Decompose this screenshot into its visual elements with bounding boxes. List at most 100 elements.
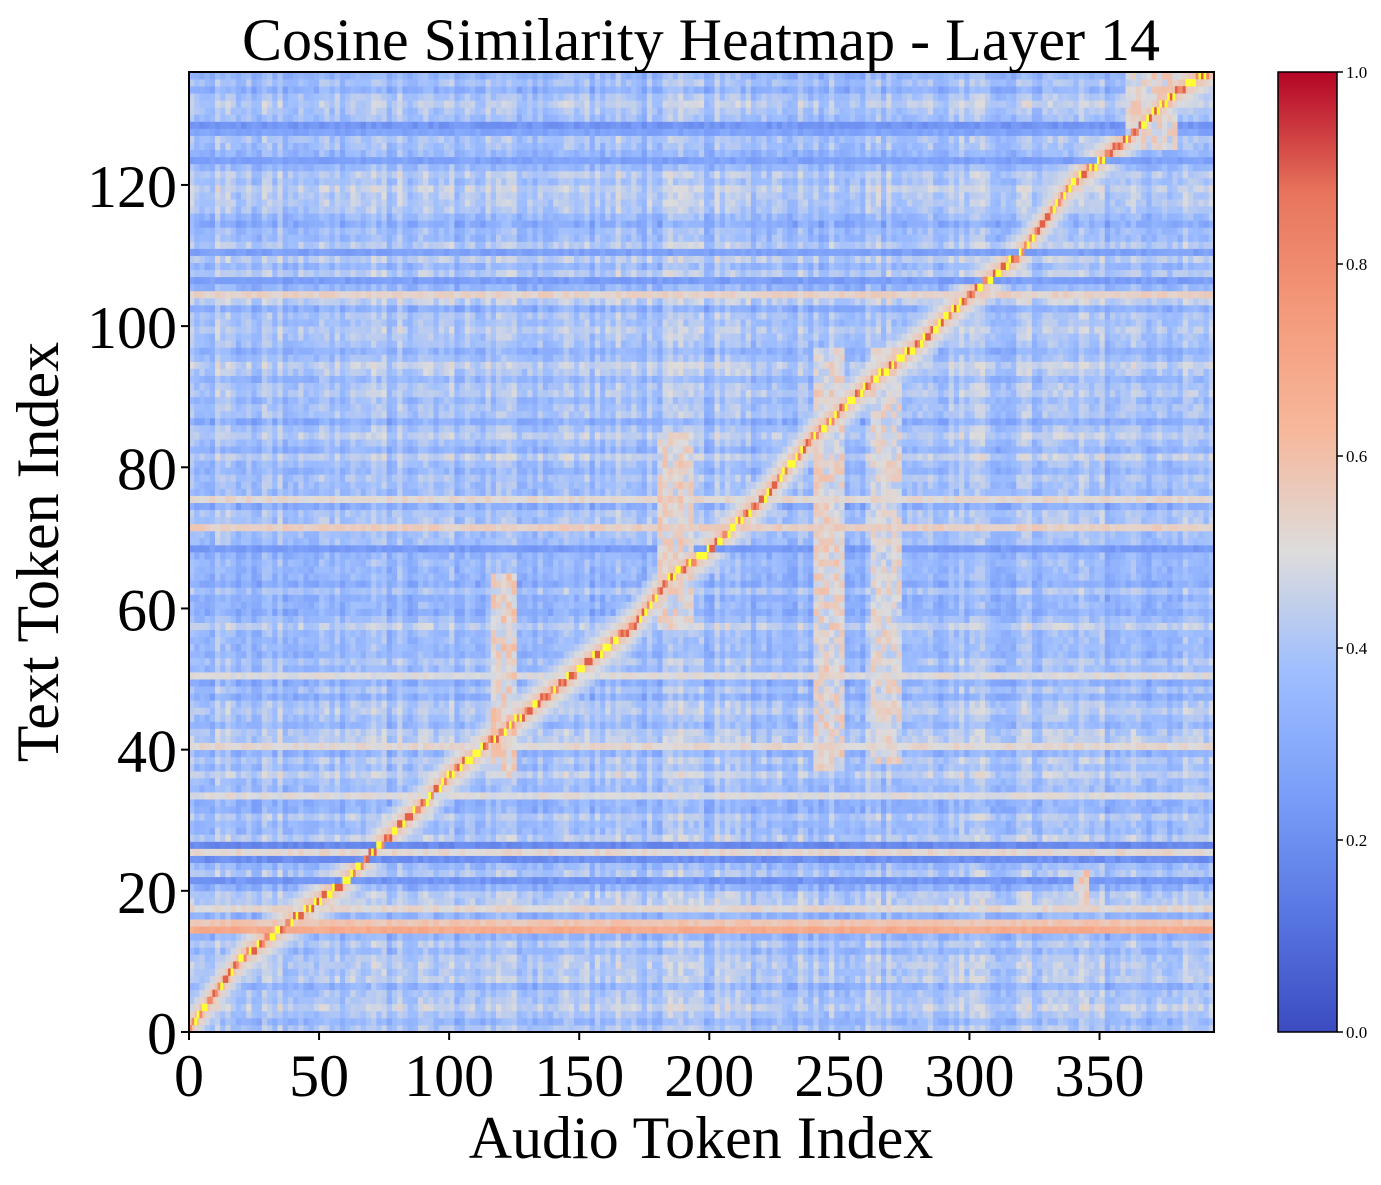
heatmap-cell [501, 863, 507, 870]
heatmap-cell [267, 877, 273, 884]
heatmap-cell [824, 926, 830, 933]
heatmap-cell [704, 947, 710, 954]
heatmap-cell [876, 997, 882, 1004]
heatmap-cell [943, 884, 949, 891]
heatmap-cell [480, 983, 486, 990]
heatmap-cell [1162, 1004, 1168, 1011]
heatmap-cell [350, 877, 356, 884]
heatmap-cell [933, 990, 939, 997]
heatmap-cell [371, 990, 377, 997]
heatmap-cell [704, 1004, 710, 1011]
heatmap-cell [969, 1018, 975, 1025]
heatmap-cell [902, 863, 908, 870]
heatmap-cell [668, 947, 674, 954]
heatmap-cell [413, 898, 419, 905]
heatmap-cell [819, 1004, 825, 1011]
heatmap-cell [569, 954, 575, 961]
heatmap-cell [949, 905, 955, 912]
heatmap-cell [642, 947, 648, 954]
heatmap-cell [1152, 968, 1158, 975]
heatmap-cell [631, 919, 637, 926]
heatmap-cell [329, 912, 335, 919]
heatmap-cell [1188, 940, 1194, 947]
heatmap-cell [1021, 968, 1027, 975]
heatmap-cell [881, 905, 887, 912]
heatmap-cell [777, 905, 783, 912]
heatmap-cell [933, 976, 939, 983]
heatmap-cell [382, 891, 388, 898]
heatmap-cell [741, 870, 747, 877]
heatmap-cell [1084, 856, 1090, 863]
heatmap-cell [1120, 968, 1126, 975]
heatmap-cell [860, 905, 866, 912]
heatmap-cell [314, 961, 320, 968]
heatmap-cell [1198, 905, 1204, 912]
heatmap-cell [741, 884, 747, 891]
heatmap-cell [376, 940, 382, 947]
heatmap-cell [1162, 912, 1168, 919]
heatmap-cell [283, 940, 289, 947]
heatmap-cell [949, 940, 955, 947]
heatmap-cell [715, 870, 721, 877]
heatmap-cell [512, 877, 518, 884]
heatmap-cell [850, 1011, 856, 1018]
heatmap-cell [917, 968, 923, 975]
heatmap-cell [621, 1011, 627, 1018]
heatmap-cell [808, 961, 814, 968]
heatmap-cell [949, 863, 955, 870]
heatmap-cell [1157, 968, 1163, 975]
heatmap-cell [439, 1018, 445, 1025]
heatmap-cell [267, 954, 273, 961]
heatmap-cell [470, 1018, 476, 1025]
heatmap-cell [855, 891, 861, 898]
heatmap-cell [917, 870, 923, 877]
heatmap-cell [1084, 870, 1090, 877]
heatmap-cell [709, 905, 715, 912]
heatmap-cell [329, 926, 335, 933]
heatmap-cell [512, 1011, 518, 1018]
heatmap-cell [538, 856, 544, 863]
heatmap-cell [1042, 856, 1048, 863]
heatmap-cell [839, 1011, 845, 1018]
heatmap-cell [288, 947, 294, 954]
heatmap-cell [413, 856, 419, 863]
heatmap-cell [678, 919, 684, 926]
heatmap-cell [1079, 891, 1085, 898]
heatmap-cell [995, 933, 1001, 940]
heatmap-cell [704, 856, 710, 863]
heatmap-cell [205, 990, 211, 997]
heatmap-cell [1110, 877, 1116, 884]
heatmap-cell [725, 968, 731, 975]
heatmap-cell [506, 954, 512, 961]
heatmap-cell [834, 954, 840, 961]
heatmap-cell [923, 954, 929, 961]
heatmap-cell [985, 856, 991, 863]
heatmap-cell [361, 933, 367, 940]
heatmap-cell [501, 912, 507, 919]
heatmap-cell [532, 905, 538, 912]
heatmap-cell [1136, 870, 1142, 877]
heatmap-cell [283, 954, 289, 961]
heatmap-cell [220, 856, 226, 863]
heatmap-cell [397, 990, 403, 997]
heatmap-cell [475, 905, 481, 912]
heatmap-cell [553, 947, 559, 954]
heatmap-cell [392, 856, 398, 863]
heatmap-cell [1167, 983, 1173, 990]
heatmap-cell [1042, 905, 1048, 912]
heatmap-cell [236, 1004, 242, 1011]
heatmap-cell [1084, 891, 1090, 898]
heatmap-cell [730, 1018, 736, 1025]
heatmap-cell [329, 940, 335, 947]
heatmap-cell [1162, 983, 1168, 990]
heatmap-cell [772, 856, 778, 863]
heatmap-cell [1204, 933, 1210, 940]
heatmap-cell [1094, 877, 1100, 884]
heatmap-cell [803, 968, 809, 975]
heatmap-cell [277, 905, 283, 912]
heatmap-cell [891, 884, 897, 891]
heatmap-cell [808, 947, 814, 954]
heatmap-cell [564, 947, 570, 954]
heatmap-cell [205, 1011, 211, 1018]
heatmap-cell [215, 1004, 221, 1011]
